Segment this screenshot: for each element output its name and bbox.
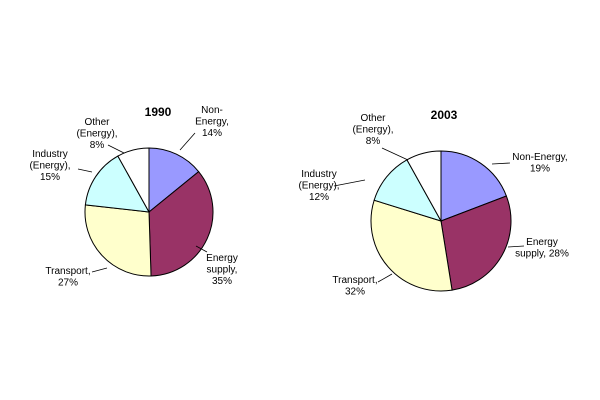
slice-transport	[370, 199, 453, 292]
data-label-line: (Energy),	[29, 161, 70, 172]
data-label-transport: Transport, 27%	[45, 266, 90, 289]
slice-industry-energy	[84, 155, 150, 213]
data-label-line: 19%	[530, 164, 550, 175]
data-label-line: (Energy),	[298, 181, 339, 192]
data-label-line: Energy,	[195, 117, 229, 128]
chart-title: 2003	[431, 108, 458, 122]
data-label-line: 14%	[202, 128, 222, 139]
data-label-line: 32%	[345, 287, 365, 298]
leader-line-non-energy	[179, 132, 196, 151]
data-label-transport: Transport, 32%	[332, 275, 377, 298]
data-label-line: Non-Energy,	[512, 152, 567, 163]
slice-transport	[84, 204, 152, 277]
slice-other-energy	[117, 147, 150, 214]
pie-chart-1990: 1990 Non-Energy, 14% Energy supply, 35% Transp…	[29, 105, 237, 289]
data-label-line: Industry	[301, 169, 337, 180]
leader-line-other-energy	[381, 147, 409, 161]
leader-line-transport	[377, 273, 393, 283]
data-label-line: Industry	[32, 149, 68, 160]
leader-line-other-energy	[107, 144, 125, 154]
data-label-line: (Energy),	[76, 129, 117, 140]
data-label-line: 8%	[366, 136, 381, 147]
chart-title: 1990	[145, 105, 172, 119]
data-label-industry-energy: Industry (Energy), 15%	[29, 149, 70, 183]
data-label-line: (Energy),	[352, 125, 393, 136]
data-label-line: Transport,	[332, 275, 377, 286]
data-label-line: 35%	[212, 276, 232, 287]
data-label-line: Energy	[526, 237, 558, 248]
leader-line-energy-supply	[507, 245, 525, 248]
data-label-line: Energy	[206, 253, 238, 264]
data-label-other-energy: Other (Energy), 8%	[352, 113, 393, 147]
leader-line-non-energy	[491, 162, 511, 165]
data-label-non-energy: Non-Energy, 14%	[195, 105, 229, 139]
slice-energy-supply	[148, 170, 214, 277]
data-label-line: supply,	[207, 265, 238, 276]
data-label-line: 15%	[40, 172, 60, 183]
data-label-line: 27%	[58, 278, 78, 289]
slice-non-energy	[440, 150, 508, 222]
data-label-energy-supply: Energy supply, 35%	[206, 253, 238, 287]
data-label-line: Transport,	[45, 266, 90, 277]
data-label-line: Other	[84, 117, 110, 128]
leader-line-industry-energy	[333, 179, 366, 187]
pie-chart-2003: 2003 Non-Energy, 19% Energy supply, 28% Trans…	[298, 108, 569, 298]
data-label-other-energy: Other (Energy), 8%	[76, 117, 117, 151]
data-label-line: 8%	[90, 140, 105, 151]
slice-non-energy	[148, 147, 200, 214]
data-label-energy-supply: Energy supply, 28%	[515, 237, 569, 260]
data-label-non-energy: Non-Energy, 19%	[512, 152, 567, 175]
data-label-line: 12%	[309, 192, 329, 203]
data-label-line: supply, 28%	[515, 249, 569, 260]
leader-line-energy-supply	[195, 245, 208, 253]
data-label-industry-energy: Industry (Energy), 12%	[298, 169, 339, 203]
leader-line-transport	[91, 267, 108, 273]
data-label-line: Other	[360, 113, 386, 124]
slice-energy-supply	[440, 195, 512, 291]
leader-line-industry-energy	[77, 168, 93, 173]
data-label-line: Non-	[201, 105, 223, 116]
